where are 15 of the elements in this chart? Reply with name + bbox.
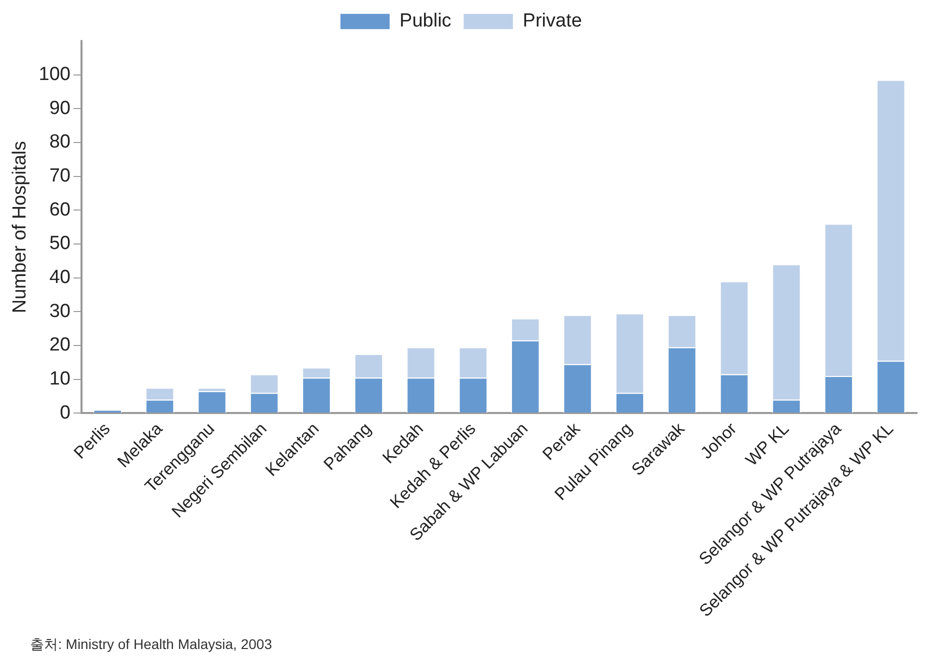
y-tick-label: 0 (60, 402, 70, 424)
y-tick-label: 50 (49, 233, 70, 254)
y-tick-label: 40 (49, 267, 70, 288)
y-tick-label: 90 (49, 98, 70, 119)
y-tick-label: 30 (49, 300, 70, 322)
y-tick-label: 100 (38, 64, 70, 86)
y-tick-label: 80 (49, 132, 70, 153)
y-axis-title: Number of Hospitals (10, 141, 31, 314)
y-tick-label: 10 (49, 368, 70, 390)
y-tick-label: 60 (49, 199, 70, 220)
source-note: 출처: Ministry of Health Malaysia, 2003 (30, 636, 272, 652)
y-tick-label: 70 (49, 166, 70, 187)
y-tick-label: 20 (49, 334, 70, 356)
legend-label: Public (400, 10, 452, 32)
legend-label: Private (522, 10, 582, 32)
